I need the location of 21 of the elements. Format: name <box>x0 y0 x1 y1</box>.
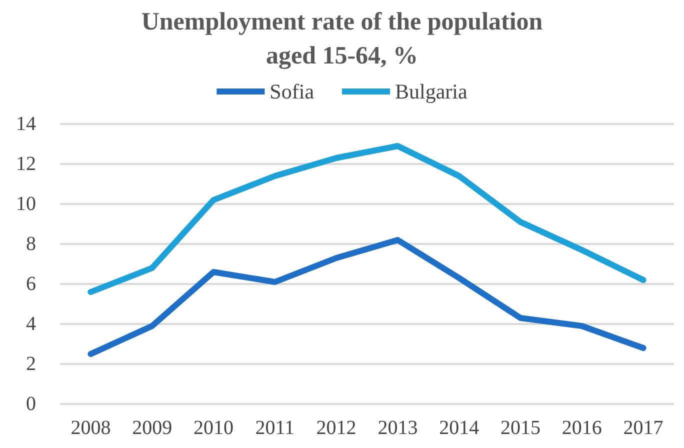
x-tick-label: 2011 <box>255 417 295 439</box>
y-tick-label: 12 <box>16 153 36 175</box>
x-tick-label: 2016 <box>562 417 602 439</box>
x-tick-label: 2010 <box>194 417 234 439</box>
legend-label: Sofia <box>270 80 315 104</box>
y-tick-label: 14 <box>16 113 36 135</box>
x-tick-label: 2008 <box>70 417 111 439</box>
x-tick-label: 2013 <box>378 417 418 439</box>
y-tick-label: 8 <box>26 233 36 255</box>
y-tick-label: 2 <box>26 353 36 375</box>
x-tick-label: 2012 <box>316 417 356 439</box>
y-tick-label: 10 <box>16 193 36 215</box>
x-tick-label: 2017 <box>623 417 664 439</box>
chart-title: Unemployment rate of the population aged 15-64, % <box>141 8 543 70</box>
x-tick-label: 2015 <box>500 417 540 439</box>
x-tick-label: 2014 <box>439 417 480 439</box>
x-tick-label: 2009 <box>132 417 172 439</box>
legend-label: Bulgaria <box>395 80 468 104</box>
y-tick-label: 0 <box>26 393 36 415</box>
y-tick-label: 6 <box>26 273 36 295</box>
y-tick-label: 4 <box>26 313 36 335</box>
